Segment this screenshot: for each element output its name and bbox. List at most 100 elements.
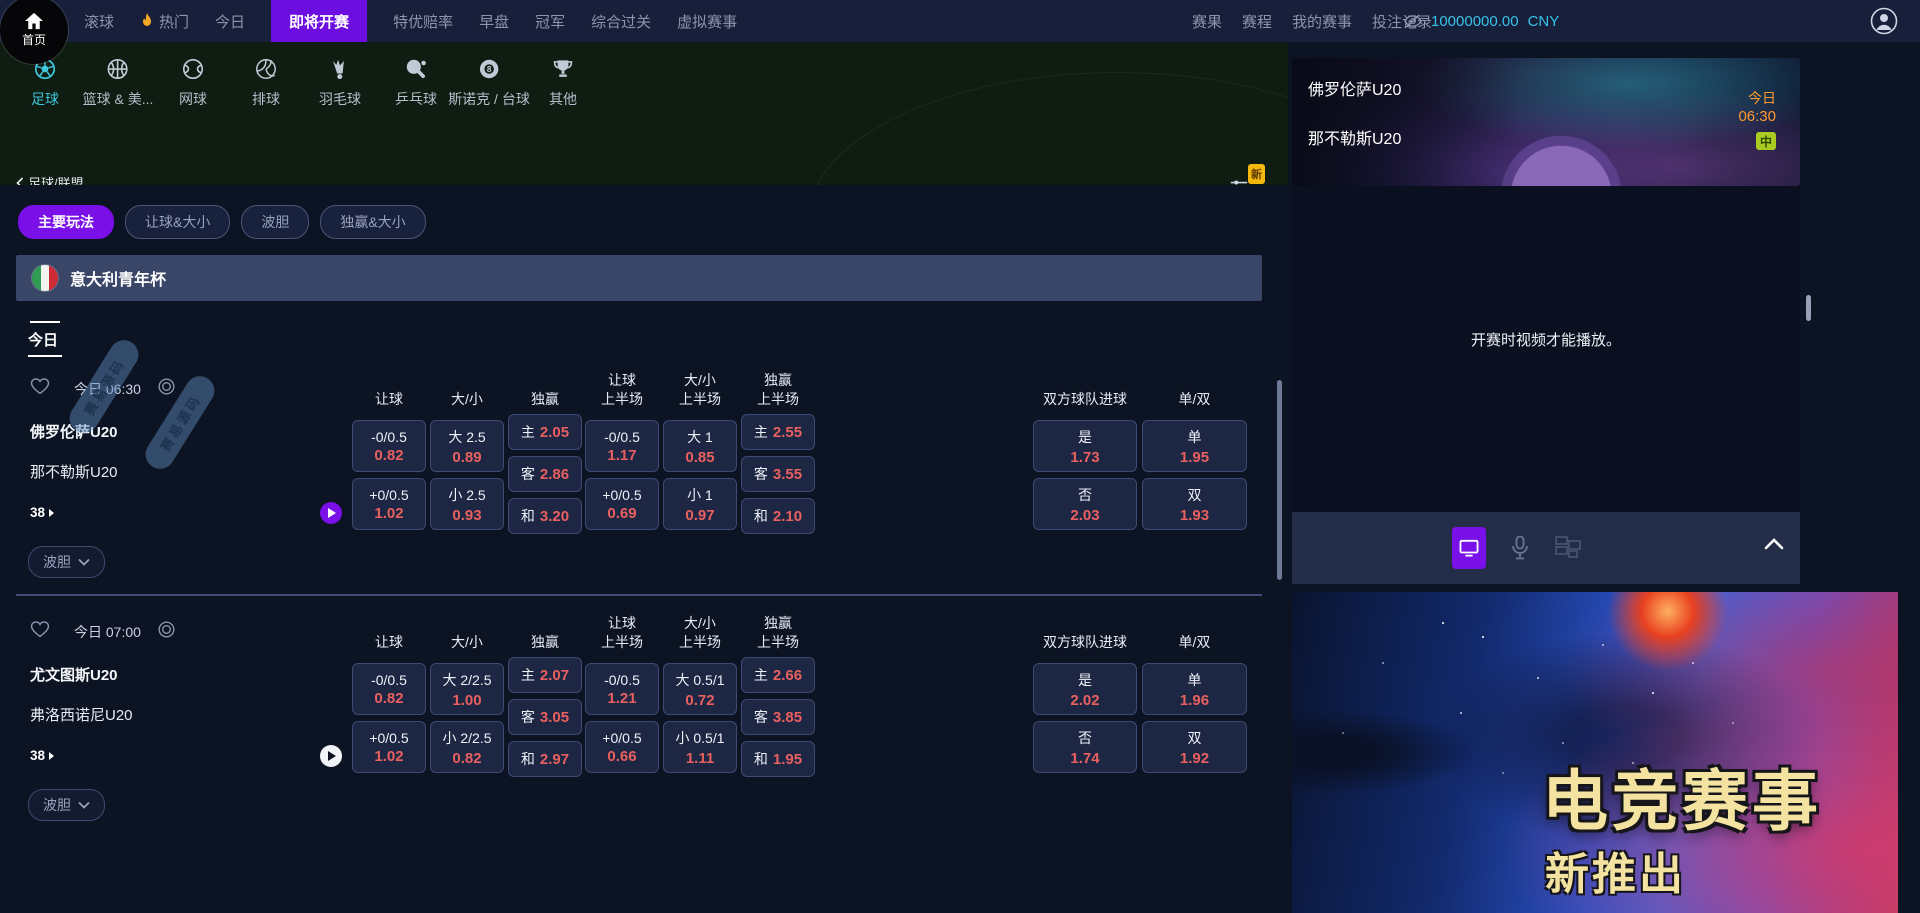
odds-cell[interactable]: 客 3.55 xyxy=(741,456,815,492)
mic-icon[interactable] xyxy=(1510,535,1530,561)
odds-cell[interactable]: -0/0.5 0.82 xyxy=(352,663,426,715)
nav-item-upcoming[interactable]: 即将开赛 xyxy=(271,0,368,42)
favorite-heart-icon[interactable] xyxy=(30,620,50,638)
match-time: 今日 07:00 xyxy=(74,624,141,640)
nav-item-live[interactable]: 滚球 xyxy=(84,13,115,31)
odds-value: 1.93 xyxy=(1179,506,1210,524)
nav-item-today[interactable]: 今日 xyxy=(215,13,246,31)
sport-tab-table-tennis[interactable]: 乒乓球 xyxy=(395,56,437,109)
nav-item-hot[interactable]: 热门 xyxy=(140,11,189,32)
sport-tab-other[interactable]: 其他 xyxy=(549,56,577,109)
chevron-up-icon[interactable] xyxy=(1764,538,1784,550)
odds-cell[interactable]: 小 1 0.97 xyxy=(663,478,737,530)
standings-icon[interactable] xyxy=(1554,535,1582,561)
nav-item-outright[interactable]: 冠军 xyxy=(535,13,566,31)
odds-cell[interactable]: 否 1.74 xyxy=(1033,721,1137,773)
content-scrollbar[interactable] xyxy=(1277,380,1282,580)
odds-cell[interactable]: 是 1.73 xyxy=(1033,420,1137,472)
sport-tab-snooker[interactable]: 8 斯诺克 / 台球 xyxy=(448,56,530,109)
featured-home-team: 佛罗伦萨U20 xyxy=(1308,82,1402,99)
odds-cell[interactable]: 主 2.07 xyxy=(508,657,582,693)
correct-score-expander[interactable]: 波胆 xyxy=(28,789,105,821)
nav-item-best-odds[interactable]: 特优赔率 xyxy=(393,13,454,31)
play-button[interactable] xyxy=(320,745,342,767)
odds-column-header: 大/小 上半场 xyxy=(679,615,721,651)
eye-off-icon[interactable] xyxy=(1404,14,1422,28)
panel-scrollbar[interactable] xyxy=(1806,295,1811,321)
markets-count-link[interactable]: 38 xyxy=(30,748,55,763)
odds-cell[interactable]: -0/0.5 0.82 xyxy=(352,420,426,472)
odds-value: 2.10 xyxy=(772,507,803,525)
odds-cell[interactable]: 双 1.92 xyxy=(1142,721,1247,773)
sport-tab-basketball[interactable]: 篮球 & 美... xyxy=(83,56,153,109)
esports-promo-banner[interactable]: 电竞赛事 新推出 xyxy=(1292,592,1898,913)
odds-cell[interactable]: 大 2.5 0.89 xyxy=(430,420,504,472)
market-filter-tabs: 主要玩法 让球&大小 波胆 独赢&大小 xyxy=(18,205,426,239)
odds-cell[interactable]: 是 2.02 xyxy=(1033,663,1137,715)
badminton-icon xyxy=(327,56,353,82)
sport-tab-volleyball[interactable]: 排球 xyxy=(252,56,280,109)
filter-ml-ou[interactable]: 独赢&大小 xyxy=(320,205,426,239)
correct-score-expander[interactable]: 波胆 xyxy=(28,546,105,578)
odds-cell[interactable]: 小 2/2.5 0.82 xyxy=(430,721,504,773)
odds-cell[interactable]: 和 3.20 xyxy=(508,498,582,534)
breadcrumb[interactable]: 足球/联盟 xyxy=(16,173,84,185)
featured-match-card[interactable]: 佛罗伦萨U20 那不勒斯U20 今日 06:30 中 xyxy=(1292,58,1800,186)
nav-item-parlay[interactable]: 综合过关 xyxy=(591,13,652,31)
markets-count-link[interactable]: 38 xyxy=(30,505,55,520)
flame-icon xyxy=(140,13,154,29)
odds-cell[interactable]: 和 1.95 xyxy=(741,741,815,777)
filter-correct-score[interactable]: 波胆 xyxy=(241,205,310,239)
odds-cell[interactable]: 单 1.95 xyxy=(1142,420,1247,472)
sport-tab-tennis[interactable]: 网球 xyxy=(179,56,207,109)
nav-item-early[interactable]: 早盘 xyxy=(479,13,510,31)
odds-cell[interactable]: 客 3.85 xyxy=(741,699,815,735)
league-header[interactable]: 意大利青年杯 xyxy=(16,255,1262,301)
odds-cell[interactable]: 双 1.93 xyxy=(1142,478,1247,530)
user-avatar[interactable] xyxy=(1870,7,1898,35)
odds-value: 0.69 xyxy=(607,504,637,522)
odds-line: +0/0.5 xyxy=(369,486,409,503)
odds-value: 2.05 xyxy=(539,423,570,441)
favorite-heart-icon[interactable] xyxy=(30,377,50,395)
volleyball-icon xyxy=(253,56,279,82)
odds-line: 客 xyxy=(520,709,535,725)
play-button[interactable] xyxy=(320,502,342,524)
odds-cell[interactable]: +0/0.5 0.66 xyxy=(585,721,659,773)
odds-line: 大 2/2.5 xyxy=(442,671,492,688)
sport-tab-badminton[interactable]: 羽毛球 xyxy=(319,56,361,109)
odds-cell[interactable]: 小 2.5 0.93 xyxy=(430,478,504,530)
odds-cell[interactable]: +0/0.5 0.69 xyxy=(585,478,659,530)
stream-view-button[interactable] xyxy=(1452,527,1486,569)
nav-item-virtual[interactable]: 虚拟赛事 xyxy=(677,13,738,31)
odds-cell[interactable]: 和 2.10 xyxy=(741,498,815,534)
odds-cell[interactable]: 单 1.96 xyxy=(1142,663,1247,715)
play-icon xyxy=(328,508,336,518)
filter-handicap-ou[interactable]: 让球&大小 xyxy=(125,205,231,239)
sliders-icon[interactable] xyxy=(1228,178,1250,185)
odds-cell[interactable]: 大 1 0.85 xyxy=(663,420,737,472)
odds-cell[interactable]: -0/0.5 1.21 xyxy=(585,663,659,715)
odds-cell[interactable]: 主 2.66 xyxy=(741,657,815,693)
sport-tab-soccer[interactable]: 足球 xyxy=(31,56,59,109)
nav-item-results[interactable]: 赛果 xyxy=(1192,13,1223,31)
odds-cell[interactable]: 大 0.5/1 0.72 xyxy=(663,663,737,715)
odds-cell[interactable]: -0/0.5 1.17 xyxy=(585,420,659,472)
tab-today[interactable]: 今日 xyxy=(28,321,63,357)
odds-cell[interactable]: 和 2.97 xyxy=(508,741,582,777)
odds-cell[interactable]: +0/0.5 1.02 xyxy=(352,478,426,530)
odds-cell[interactable]: 小 0.5/1 1.11 xyxy=(663,721,737,773)
filter-main-markets[interactable]: 主要玩法 xyxy=(18,205,114,239)
odds-cell[interactable]: 主 2.05 xyxy=(508,414,582,450)
match-row: 今日 06:30 佛罗伦萨U20 那不勒斯U20 38 波胆 让球 -0/0.5 0.82 +0… xyxy=(0,365,1288,600)
odds-cell[interactable]: 大 2/2.5 1.00 xyxy=(430,663,504,715)
odds-cell[interactable]: 主 2.55 xyxy=(741,414,815,450)
odds-cell[interactable]: 客 2.86 xyxy=(508,456,582,492)
odds-cell[interactable]: 否 2.03 xyxy=(1033,478,1137,530)
nav-item-my-matches[interactable]: 我的赛事 xyxy=(1292,13,1353,31)
nav-item-schedule[interactable]: 赛程 xyxy=(1242,13,1273,31)
odds-cell[interactable]: +0/0.5 1.02 xyxy=(352,721,426,773)
home-button[interactable]: 首页 xyxy=(0,0,68,64)
odds-cell[interactable]: 客 3.05 xyxy=(508,699,582,735)
odds-column-header: 双方球队进球 xyxy=(1043,634,1127,651)
